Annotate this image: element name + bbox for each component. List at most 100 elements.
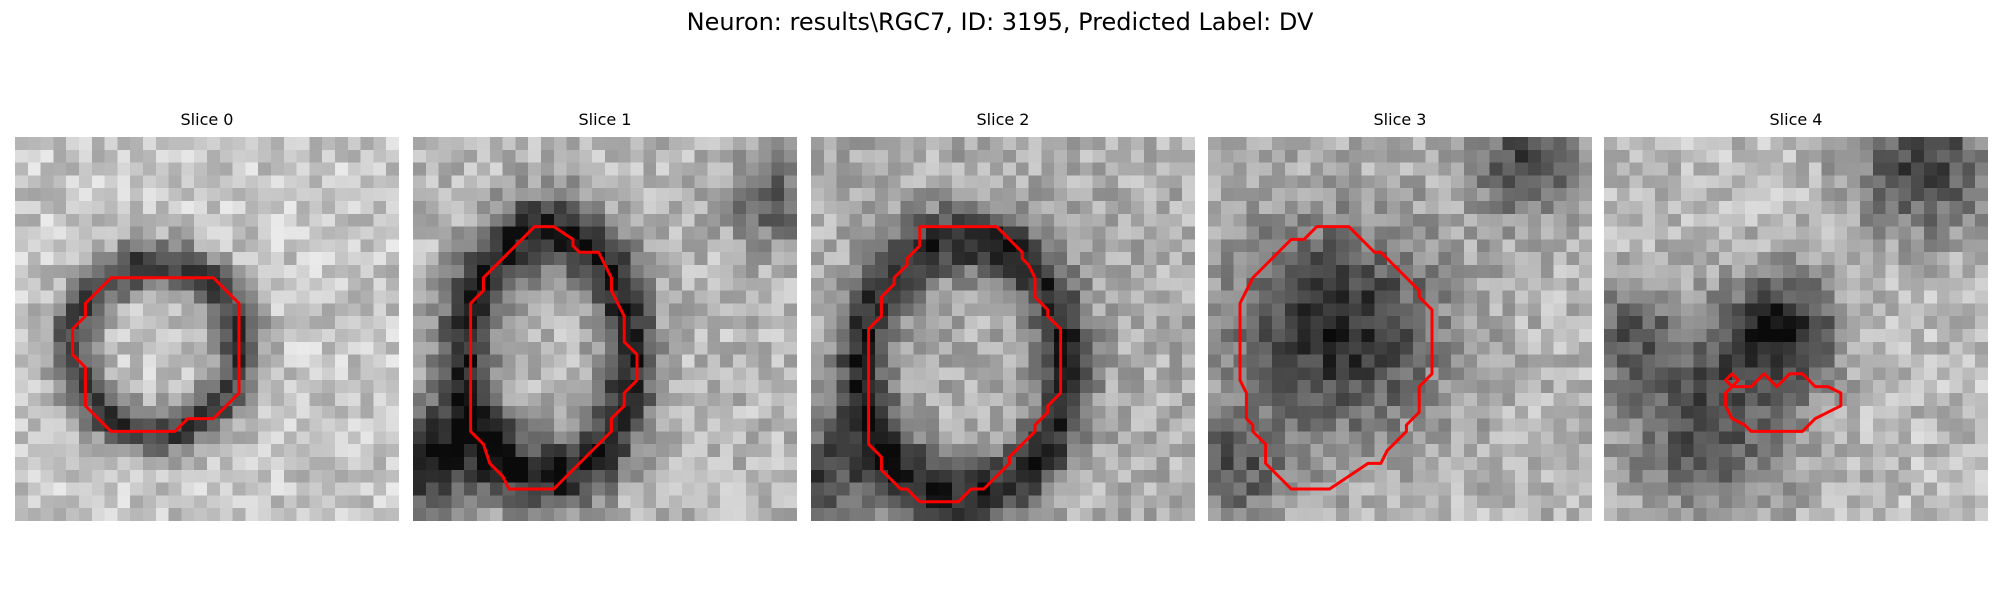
image-pixel <box>849 265 863 279</box>
image-pixel <box>784 149 797 163</box>
image-pixel <box>1079 367 1093 381</box>
image-pixel <box>1540 290 1554 304</box>
image-pixel <box>1400 290 1414 304</box>
image-pixel <box>1744 175 1758 189</box>
image-pixel <box>194 162 208 176</box>
image-pixel <box>1949 303 1963 317</box>
image-pixel <box>669 329 683 343</box>
image-pixel <box>347 405 361 419</box>
image-pixel <box>40 418 54 432</box>
image-pixel <box>1566 162 1580 176</box>
image-pixel <box>1297 341 1311 355</box>
image-pixel <box>1604 303 1618 317</box>
image-pixel <box>913 367 927 381</box>
image-pixel <box>130 149 144 163</box>
image-pixel <box>605 380 619 394</box>
image-pixel <box>91 226 105 240</box>
image-pixel <box>1885 252 1899 266</box>
image-pixel <box>617 137 631 151</box>
image-pixel <box>1579 444 1592 458</box>
image-pixel <box>1744 431 1758 445</box>
image-pixel <box>1143 457 1157 471</box>
image-pixel <box>1962 469 1976 483</box>
image-pixel <box>1118 380 1132 394</box>
image-pixel <box>1847 213 1861 227</box>
image-pixel <box>15 393 29 407</box>
image-pixel <box>1655 341 1669 355</box>
image-pixel <box>1719 162 1733 176</box>
image-pixel <box>1936 162 1950 176</box>
image-pixel <box>1297 457 1311 471</box>
image-pixel <box>1489 508 1503 521</box>
image-pixel <box>194 508 208 521</box>
image-pixel <box>117 457 131 471</box>
image-pixel <box>79 495 93 509</box>
image-pixel <box>1336 149 1350 163</box>
image-pixel <box>1182 431 1195 445</box>
image-pixel <box>1476 495 1490 509</box>
image-pixel <box>40 239 54 253</box>
image-pixel <box>1579 393 1592 407</box>
image-pixel <box>207 149 221 163</box>
image-pixel <box>1911 252 1925 266</box>
image-pixel <box>1732 354 1746 368</box>
image-pixel <box>926 149 940 163</box>
image-pixel <box>1131 495 1145 509</box>
image-pixel <box>579 290 593 304</box>
image-pixel <box>1515 175 1529 189</box>
image-pixel <box>605 469 619 483</box>
image-pixel <box>1118 175 1132 189</box>
image-pixel <box>784 329 797 343</box>
slice-panel-0: Slice 0 <box>15 108 399 521</box>
image-pixel <box>1105 405 1119 419</box>
image-pixel <box>1208 213 1222 227</box>
image-pixel <box>823 469 837 483</box>
image-pixel <box>130 226 144 240</box>
image-pixel <box>1732 469 1746 483</box>
image-pixel <box>296 277 310 291</box>
image-pixel <box>1834 149 1848 163</box>
image-pixel <box>1041 482 1055 496</box>
image-pixel <box>207 162 221 176</box>
image-pixel <box>425 213 439 227</box>
image-pixel <box>207 469 221 483</box>
image-pixel <box>283 252 297 266</box>
image-pixel <box>1374 482 1388 496</box>
image-pixel <box>579 393 593 407</box>
image-pixel <box>1642 469 1656 483</box>
image-pixel <box>592 239 606 253</box>
image-pixel <box>168 457 182 471</box>
image-pixel <box>1067 482 1081 496</box>
image-pixel <box>181 380 195 394</box>
image-pixel <box>1566 149 1580 163</box>
image-pixel <box>1949 239 1963 253</box>
image-pixel <box>181 469 195 483</box>
image-pixel <box>862 482 876 496</box>
image-pixel <box>1156 188 1170 202</box>
image-pixel <box>900 162 914 176</box>
image-pixel <box>1872 252 1886 266</box>
image-pixel <box>1975 239 1988 253</box>
image-pixel <box>335 239 349 253</box>
image-pixel <box>1284 508 1298 521</box>
image-pixel <box>784 137 797 151</box>
image-pixel <box>1272 137 1286 151</box>
image-pixel <box>373 149 387 163</box>
image-pixel <box>335 226 349 240</box>
image-pixel <box>53 252 67 266</box>
image-pixel <box>1015 162 1029 176</box>
image-pixel <box>27 380 41 394</box>
image-pixel <box>15 303 29 317</box>
image-pixel <box>643 469 657 483</box>
image-pixel <box>1975 149 1988 163</box>
image-pixel <box>1744 316 1758 330</box>
image-pixel <box>168 188 182 202</box>
image-pixel <box>875 265 889 279</box>
image-pixel <box>309 405 323 419</box>
image-pixel <box>1553 290 1567 304</box>
image-pixel <box>1604 226 1618 240</box>
image-pixel <box>1400 149 1414 163</box>
image-pixel <box>681 431 695 445</box>
image-pixel <box>104 137 118 151</box>
image-pixel <box>1220 469 1234 483</box>
